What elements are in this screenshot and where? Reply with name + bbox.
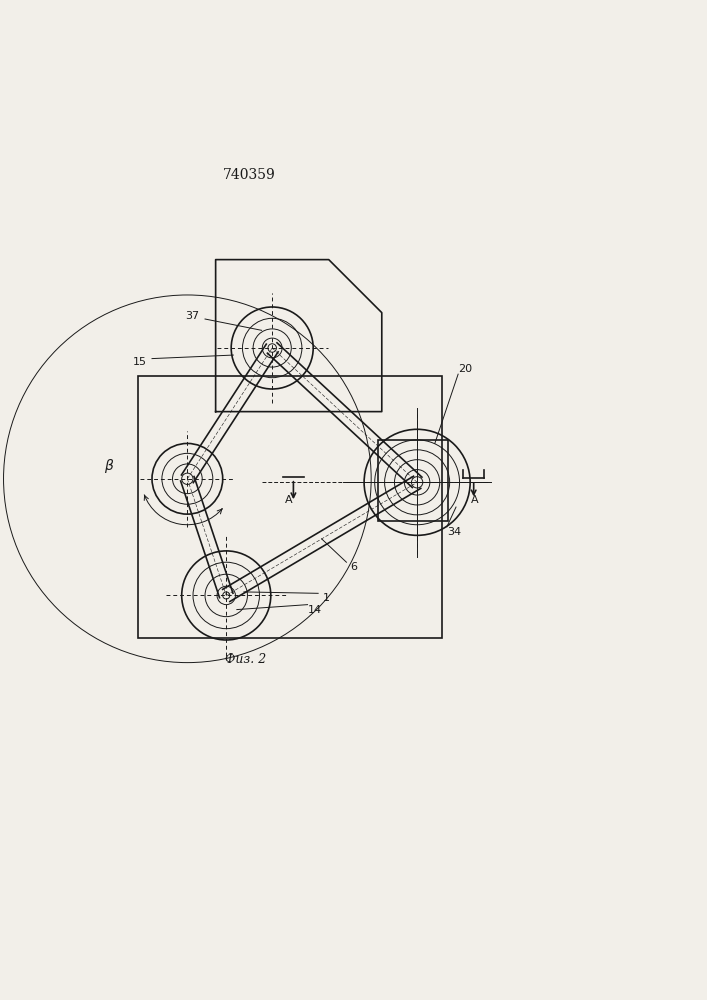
- Text: 15: 15: [133, 357, 147, 367]
- Text: 37: 37: [185, 311, 199, 321]
- Bar: [378, 440, 448, 521]
- Bar: [138, 376, 442, 638]
- Text: 20: 20: [458, 364, 472, 374]
- Text: 14: 14: [308, 605, 322, 615]
- Text: A: A: [285, 495, 292, 505]
- Text: Физ. 2: Физ. 2: [226, 653, 267, 666]
- Text: $\beta$: $\beta$: [105, 457, 115, 475]
- Text: 6: 6: [350, 562, 357, 572]
- Text: 740359: 740359: [223, 168, 276, 182]
- Text: A: A: [472, 495, 479, 505]
- Text: 1: 1: [323, 593, 330, 603]
- Text: 34: 34: [447, 527, 461, 537]
